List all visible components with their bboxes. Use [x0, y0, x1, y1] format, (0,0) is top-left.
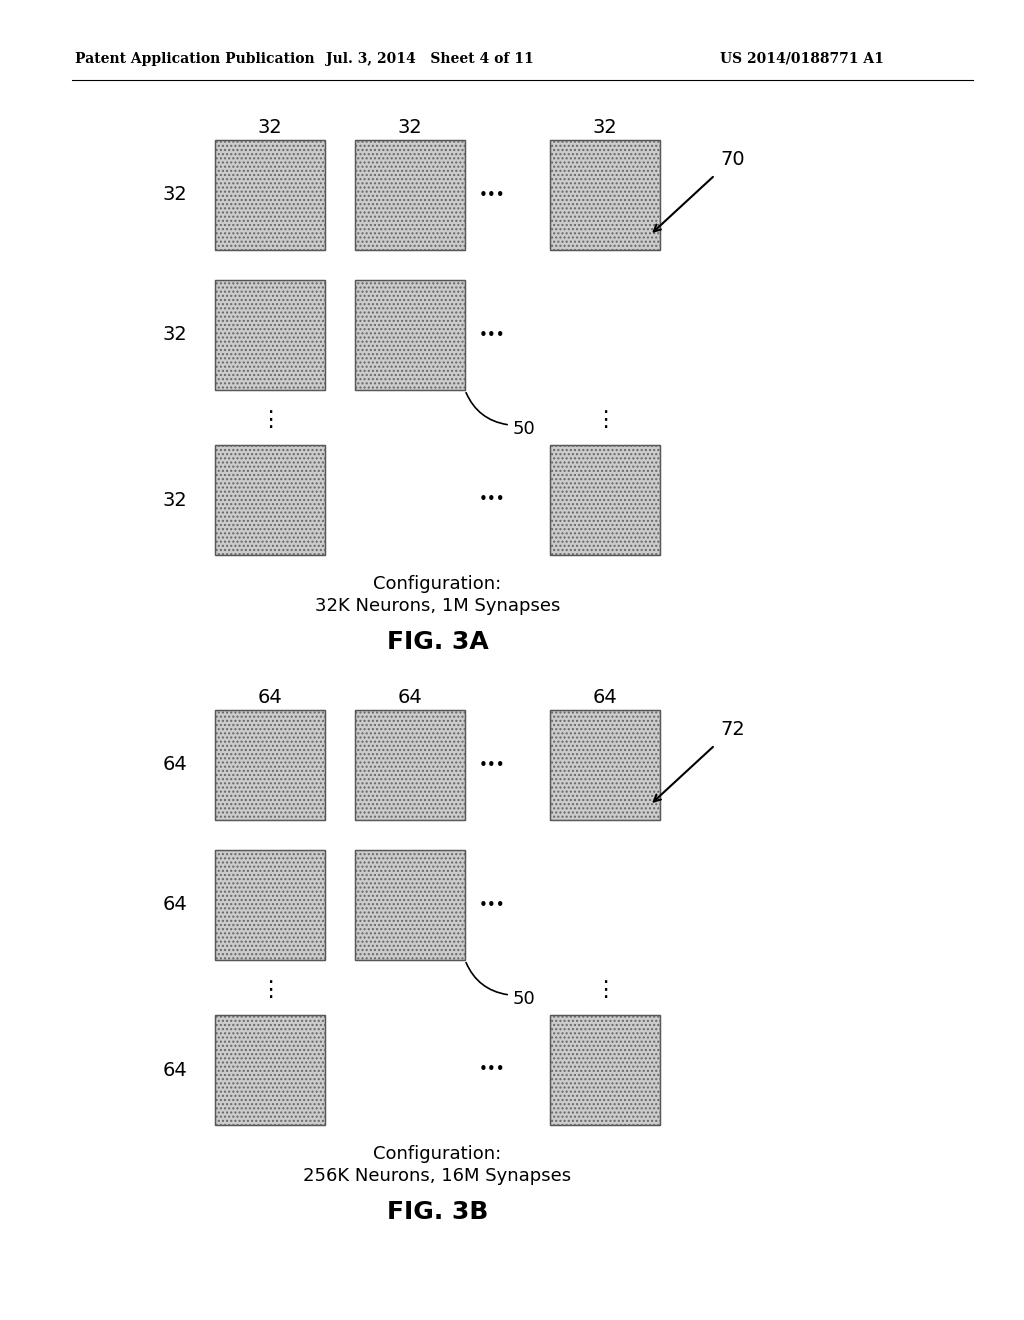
- Bar: [215, 1015, 325, 1125]
- Text: 256K Neurons, 16M Synapses: 256K Neurons, 16M Synapses: [303, 1167, 571, 1185]
- Text: 32K Neurons, 1M Synapses: 32K Neurons, 1M Synapses: [314, 597, 560, 615]
- Text: 32: 32: [163, 326, 187, 345]
- Bar: [215, 1015, 325, 1125]
- Bar: [215, 710, 325, 820]
- Text: •••: •••: [478, 1063, 505, 1077]
- Bar: [215, 280, 325, 389]
- Bar: [355, 710, 465, 820]
- Text: ⋮: ⋮: [259, 411, 282, 430]
- Bar: [550, 1015, 660, 1125]
- Text: •••: •••: [478, 758, 505, 772]
- Text: •••: •••: [478, 327, 505, 342]
- Text: FIG. 3A: FIG. 3A: [387, 630, 488, 653]
- Text: 50: 50: [513, 990, 536, 1008]
- Bar: [550, 1015, 660, 1125]
- Bar: [215, 280, 325, 389]
- Text: 64: 64: [593, 688, 617, 708]
- Bar: [355, 140, 465, 249]
- Text: FIG. 3B: FIG. 3B: [387, 1200, 488, 1224]
- Text: 32: 32: [163, 186, 187, 205]
- Text: Configuration:: Configuration:: [374, 576, 502, 593]
- Bar: [215, 850, 325, 960]
- Text: Configuration:: Configuration:: [374, 1144, 502, 1163]
- Bar: [355, 850, 465, 960]
- Text: ⋮: ⋮: [594, 411, 616, 430]
- Bar: [355, 710, 465, 820]
- Bar: [550, 140, 660, 249]
- Text: 32: 32: [258, 117, 283, 137]
- Bar: [215, 710, 325, 820]
- Text: •••: •••: [478, 898, 505, 912]
- Bar: [355, 140, 465, 249]
- Text: 32: 32: [163, 491, 187, 510]
- Bar: [215, 445, 325, 554]
- Bar: [355, 280, 465, 389]
- Text: 70: 70: [720, 150, 744, 169]
- Text: 64: 64: [397, 688, 422, 708]
- Text: 32: 32: [593, 117, 617, 137]
- Bar: [550, 140, 660, 249]
- Bar: [215, 445, 325, 554]
- Text: •••: •••: [478, 492, 505, 507]
- Bar: [550, 445, 660, 554]
- Text: ⋮: ⋮: [594, 979, 616, 1001]
- Text: US 2014/0188771 A1: US 2014/0188771 A1: [720, 51, 884, 66]
- Bar: [215, 140, 325, 249]
- Text: Patent Application Publication: Patent Application Publication: [75, 51, 314, 66]
- Text: 64: 64: [258, 688, 283, 708]
- Text: 50: 50: [513, 420, 536, 438]
- Bar: [550, 710, 660, 820]
- Text: 32: 32: [397, 117, 422, 137]
- Text: 72: 72: [720, 719, 744, 739]
- Text: •••: •••: [478, 187, 505, 202]
- Bar: [550, 710, 660, 820]
- Bar: [215, 140, 325, 249]
- Text: 64: 64: [163, 755, 187, 775]
- Bar: [215, 850, 325, 960]
- Text: ⋮: ⋮: [259, 979, 282, 1001]
- Text: Jul. 3, 2014   Sheet 4 of 11: Jul. 3, 2014 Sheet 4 of 11: [326, 51, 534, 66]
- Text: 64: 64: [163, 895, 187, 915]
- Bar: [355, 850, 465, 960]
- Bar: [355, 280, 465, 389]
- Text: 64: 64: [163, 1060, 187, 1080]
- Bar: [550, 445, 660, 554]
